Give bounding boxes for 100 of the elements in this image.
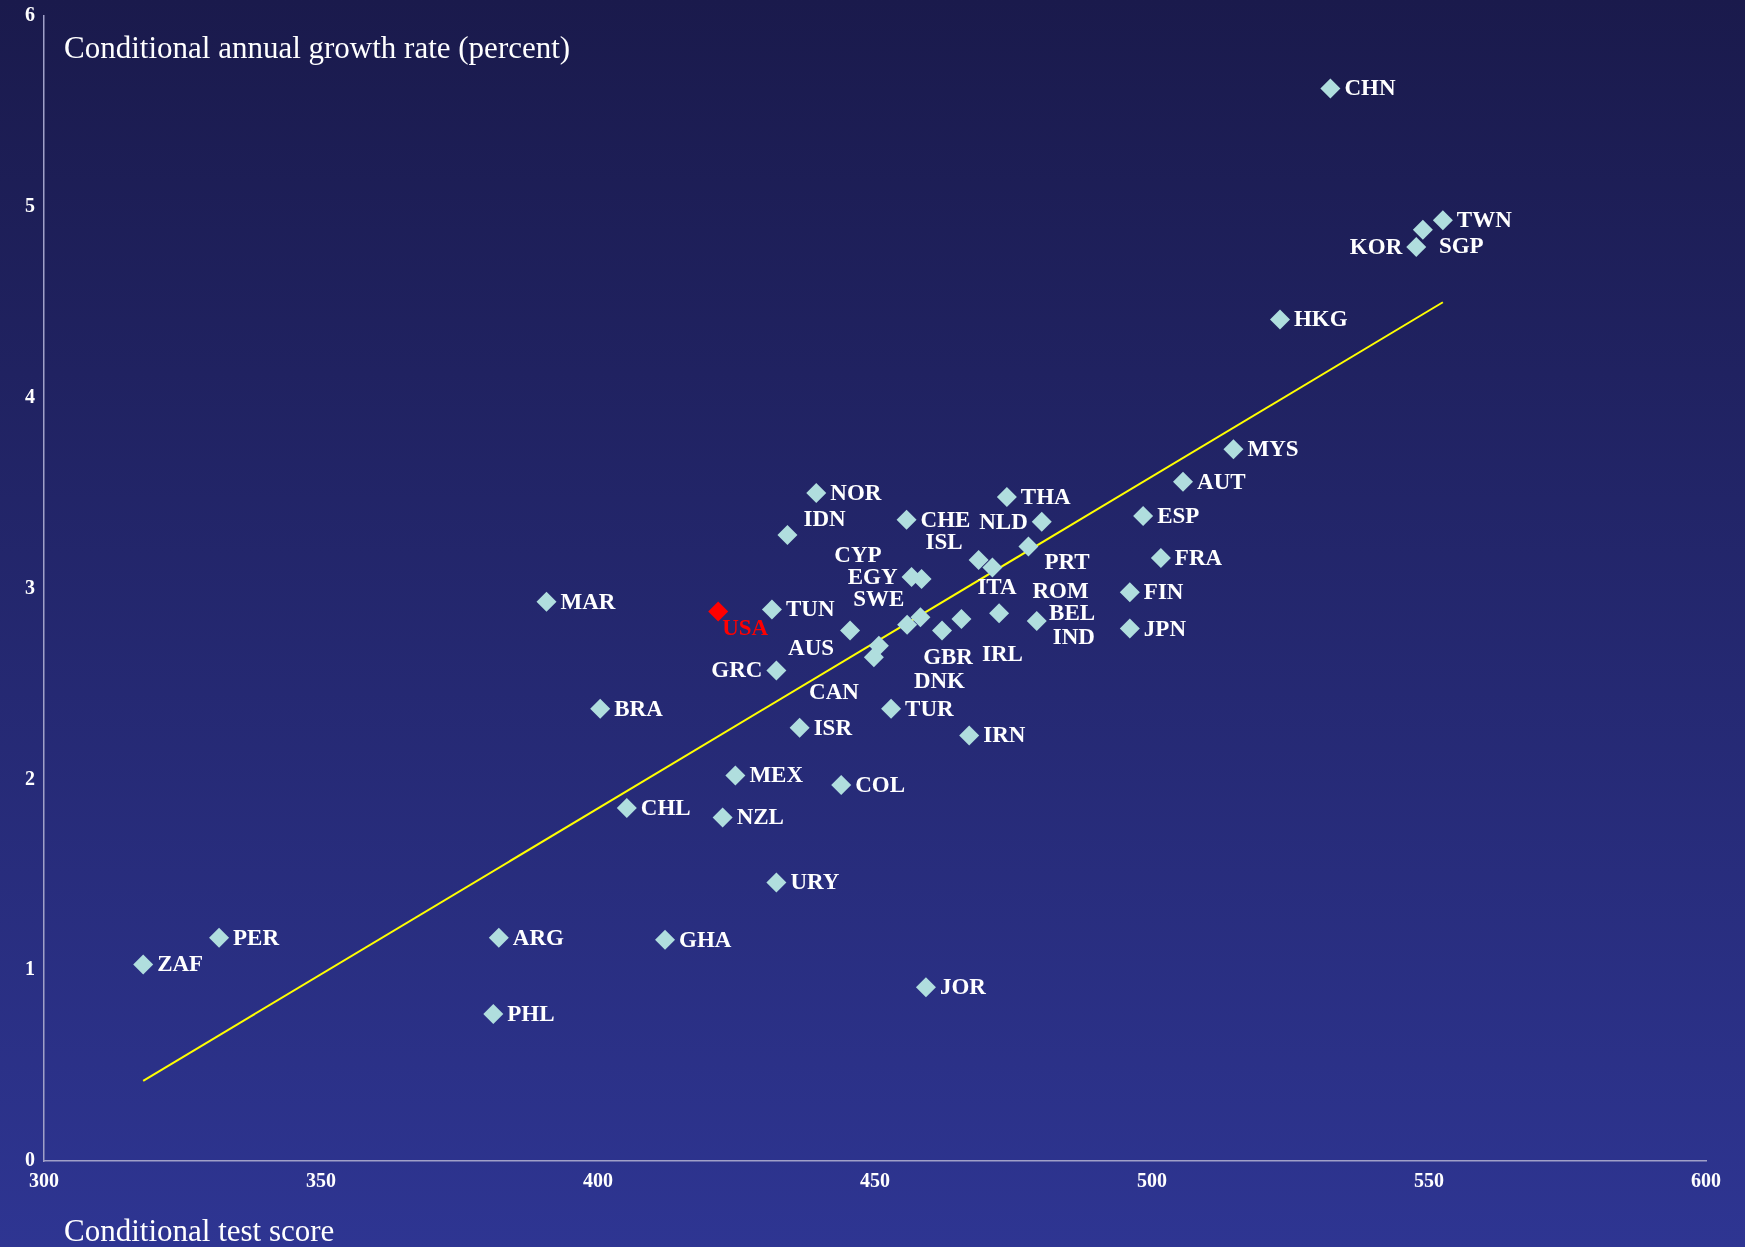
point	[1150, 547, 1171, 568]
point	[209, 927, 230, 948]
point	[536, 591, 557, 612]
point	[1119, 618, 1140, 639]
annotation: FIN	[1143, 579, 1184, 605]
annotation: BRA	[614, 695, 664, 721]
annotation: IRN	[983, 722, 1026, 748]
x-tick-label: 400	[583, 1169, 613, 1192]
point	[1026, 610, 1047, 631]
annotation: SWE	[853, 586, 905, 612]
point	[1320, 78, 1341, 99]
point	[932, 620, 953, 641]
y-tick-label: 1	[25, 957, 35, 980]
annotation: TUN	[785, 596, 835, 622]
annotation: NZL	[736, 804, 784, 830]
x-tick-label: 600	[1691, 1169, 1721, 1192]
point	[708, 601, 729, 622]
annotation: ARG	[512, 924, 565, 950]
point	[655, 929, 676, 950]
y-tick-label: 3	[25, 575, 35, 598]
annotation: CHL	[640, 794, 691, 820]
point	[806, 483, 827, 504]
y-tick-label: 0	[25, 1148, 35, 1171]
point	[616, 797, 637, 818]
x-tick-label: 350	[306, 1169, 336, 1192]
point	[863, 647, 884, 668]
x-tick-label: 450	[860, 1169, 890, 1192]
point	[959, 725, 980, 746]
annotation: IDN	[803, 506, 847, 531]
annotation: MAR	[560, 588, 616, 614]
y-tick-label: 6	[25, 3, 35, 26]
point	[777, 525, 798, 546]
annotation: ESP	[1157, 502, 1200, 528]
point	[968, 549, 989, 570]
annotation: AUS	[788, 635, 835, 661]
annotation: COL	[855, 772, 906, 797]
x-axis-title: Conditional test score	[64, 1213, 335, 1247]
y-tick-label: 2	[25, 766, 35, 789]
point	[951, 609, 972, 630]
point	[1412, 219, 1433, 240]
annotation: KOR	[1349, 233, 1403, 259]
annotation: IRL	[982, 641, 1023, 667]
point	[766, 872, 787, 893]
point	[915, 977, 936, 998]
annotation: URY	[790, 869, 840, 895]
annotation: SGP	[1438, 232, 1484, 258]
series-label: USA	[722, 615, 769, 641]
point	[982, 557, 1003, 578]
point	[761, 599, 782, 620]
annotation: MYS	[1247, 436, 1299, 462]
annotation: ZAF	[157, 951, 204, 977]
annotation: NOR	[830, 480, 882, 506]
point	[1223, 439, 1244, 460]
annotation: GHA	[679, 926, 732, 952]
y-axis-title: Conditional annual growth rate (percent)	[64, 30, 571, 65]
x-tick-label: 300	[29, 1169, 59, 1192]
point	[712, 807, 733, 828]
annotation: FRA	[1174, 544, 1223, 570]
annotation: CAN	[809, 678, 860, 704]
annotation: CHN	[1344, 75, 1396, 101]
annotation: PER	[233, 924, 280, 950]
annotation: IND	[1052, 623, 1095, 649]
point	[1119, 582, 1140, 603]
annotation: TUR	[905, 695, 955, 721]
annotation: MEX	[749, 762, 804, 788]
point	[840, 620, 861, 641]
x-tick-label: 550	[1414, 1169, 1444, 1192]
point	[725, 765, 746, 786]
x-tick-label: 500	[1137, 1169, 1167, 1192]
point	[831, 775, 852, 796]
point	[483, 1004, 504, 1025]
annotation: TWN	[1456, 207, 1513, 233]
annotation: PRT	[1044, 549, 1090, 575]
point	[1432, 210, 1453, 231]
annotation: PHL	[507, 1001, 555, 1026]
point	[881, 698, 902, 719]
annotation: GBR	[923, 643, 974, 669]
annotation: ITA	[977, 573, 1018, 599]
annotation: GRC	[711, 657, 763, 683]
annotation: HKG	[1293, 306, 1348, 332]
point	[996, 486, 1017, 507]
point	[766, 660, 787, 681]
annotation: NLD	[979, 508, 1028, 534]
point	[488, 927, 509, 948]
annotation: DNK	[913, 668, 966, 694]
point	[789, 717, 810, 738]
y-tick-label: 4	[25, 384, 35, 407]
point	[910, 607, 931, 628]
annotation: THA	[1020, 483, 1072, 509]
point	[1031, 511, 1052, 532]
point	[590, 698, 611, 719]
point	[1173, 471, 1194, 492]
point	[989, 603, 1010, 624]
point	[1018, 536, 1039, 557]
point	[1133, 505, 1154, 526]
point	[897, 614, 918, 635]
annotation: JPN	[1143, 615, 1187, 641]
point	[1406, 236, 1427, 257]
annotation: ISR	[813, 714, 853, 740]
point	[133, 954, 154, 975]
